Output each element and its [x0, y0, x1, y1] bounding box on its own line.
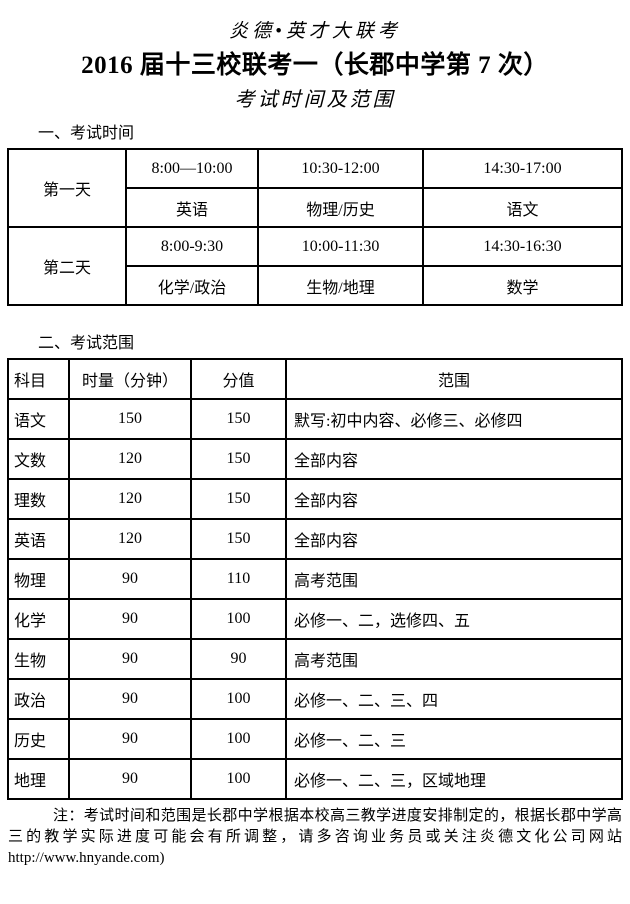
- subject-cell: 生物: [7, 638, 70, 680]
- day-label: 第一天: [7, 148, 127, 228]
- exam-schedule-table: 第一天 8:00—10:00 10:30-12:00 14:30-17:00 英…: [7, 148, 623, 306]
- time-cell: 10:00-11:30: [257, 226, 424, 267]
- table-row: 化学/政治 生物/地理 数学: [8, 265, 623, 306]
- table-row: 文数 120 150 全部内容: [7, 438, 623, 480]
- subject-cell: 英语: [7, 518, 70, 560]
- section2-heading: 二、考试范围: [38, 335, 135, 352]
- score-cell: 100: [190, 678, 287, 720]
- score-cell: 100: [190, 718, 287, 760]
- footnote: 注：考试时间和范围是长郡中学根据本校高三教学进度安排制定的，根据长郡中学高三的教…: [8, 808, 622, 866]
- subject-cell: 语文: [422, 187, 623, 228]
- score-cell: 150: [190, 398, 287, 440]
- range-cell: 必修一、二、三: [285, 718, 623, 760]
- time-cell: 8:00-9:30: [125, 226, 259, 267]
- table-row: 物理 90 110 高考范围: [7, 558, 623, 600]
- subject-cell: 地理: [7, 758, 70, 800]
- subject-cell: 文数: [7, 438, 70, 480]
- exam-scope-table: 科目 时量（分钟） 分值 范围 语文 150 150 默写:初中内容、必修三、必…: [7, 358, 623, 800]
- time-cell: 14:30-16:30: [422, 226, 623, 267]
- subject-cell: 生物/地理: [257, 265, 424, 306]
- duration-cell: 120: [68, 438, 192, 480]
- column-header-duration: 时量（分钟）: [68, 358, 192, 400]
- subject-cell: 理数: [7, 478, 70, 520]
- subject-cell: 数学: [422, 265, 623, 306]
- table-row: 第二天 8:00-9:30 10:00-11:30 14:30-16:30: [7, 226, 623, 306]
- table-row: 历史 90 100 必修一、二、三: [7, 718, 623, 760]
- score-cell: 100: [190, 758, 287, 800]
- duration-cell: 150: [68, 398, 192, 440]
- range-cell: 全部内容: [285, 438, 623, 480]
- table-row: 理数 120 150 全部内容: [7, 478, 623, 520]
- score-cell: 150: [190, 518, 287, 560]
- range-cell: 默写:初中内容、必修三、必修四: [285, 398, 623, 440]
- range-cell: 必修一、二，选修四、五: [285, 598, 623, 640]
- time-cell: 10:30-12:00: [257, 148, 424, 189]
- table-row: 化学 90 100 必修一、二，选修四、五: [7, 598, 623, 640]
- range-cell: 高考范围: [285, 638, 623, 680]
- column-header-subject: 科目: [7, 358, 70, 400]
- score-cell: 90: [190, 638, 287, 680]
- table-row: 英语 物理/历史 语文: [8, 187, 623, 228]
- duration-cell: 90: [68, 638, 192, 680]
- subject-cell: 物理/历史: [257, 187, 424, 228]
- table-row: 政治 90 100 必修一、二、三、四: [7, 678, 623, 720]
- score-cell: 100: [190, 598, 287, 640]
- column-header-score: 分值: [190, 358, 287, 400]
- table-row: 生物 90 90 高考范围: [7, 638, 623, 680]
- range-cell: 必修一、二、三，区域地理: [285, 758, 623, 800]
- score-cell: 150: [190, 438, 287, 480]
- score-cell: 110: [190, 558, 287, 600]
- column-header-range: 范围: [285, 358, 623, 400]
- subject-cell: 历史: [7, 718, 70, 760]
- table-row: 语文 150 150 默写:初中内容、必修三、必修四: [7, 398, 623, 440]
- table-row: 英语 120 150 全部内容: [7, 518, 623, 560]
- day-label: 第二天: [7, 226, 127, 306]
- subject-cell: 化学/政治: [125, 265, 259, 306]
- section1-heading: 一、考试时间: [38, 125, 135, 142]
- duration-cell: 90: [68, 678, 192, 720]
- brand-line: 炎德•英才大联考: [229, 21, 401, 42]
- subject-cell: 化学: [7, 598, 70, 640]
- duration-cell: 120: [68, 478, 192, 520]
- range-cell: 必修一、二、三、四: [285, 678, 623, 720]
- table-row: 第一天 8:00—10:00 10:30-12:00 14:30-17:00: [7, 148, 623, 228]
- duration-cell: 90: [68, 718, 192, 760]
- subject-cell: 政治: [7, 678, 70, 720]
- subject-cell: 物理: [7, 558, 70, 600]
- time-cell: 8:00—10:00: [125, 148, 259, 189]
- duration-cell: 90: [68, 558, 192, 600]
- document-page: 炎德•英才大联考 2016 届十三校联考一（长郡中学第 7 次） 考试时间及范围…: [0, 20, 630, 904]
- time-cell: 14:30-17:00: [422, 148, 623, 189]
- subject-cell: 语文: [7, 398, 70, 440]
- duration-cell: 120: [68, 518, 192, 560]
- table-row: 地理 90 100 必修一、二、三，区域地理: [7, 758, 623, 800]
- duration-cell: 90: [68, 758, 192, 800]
- range-cell: 全部内容: [285, 478, 623, 520]
- score-cell: 150: [190, 478, 287, 520]
- range-cell: 高考范围: [285, 558, 623, 600]
- duration-cell: 90: [68, 598, 192, 640]
- table-header-row: 科目 时量（分钟） 分值 范围: [7, 358, 623, 400]
- subject-cell: 英语: [125, 187, 259, 228]
- page-title: 2016 届十三校联考一（长郡中学第 7 次）: [81, 52, 549, 79]
- range-cell: 全部内容: [285, 518, 623, 560]
- subtitle: 考试时间及范围: [234, 89, 396, 111]
